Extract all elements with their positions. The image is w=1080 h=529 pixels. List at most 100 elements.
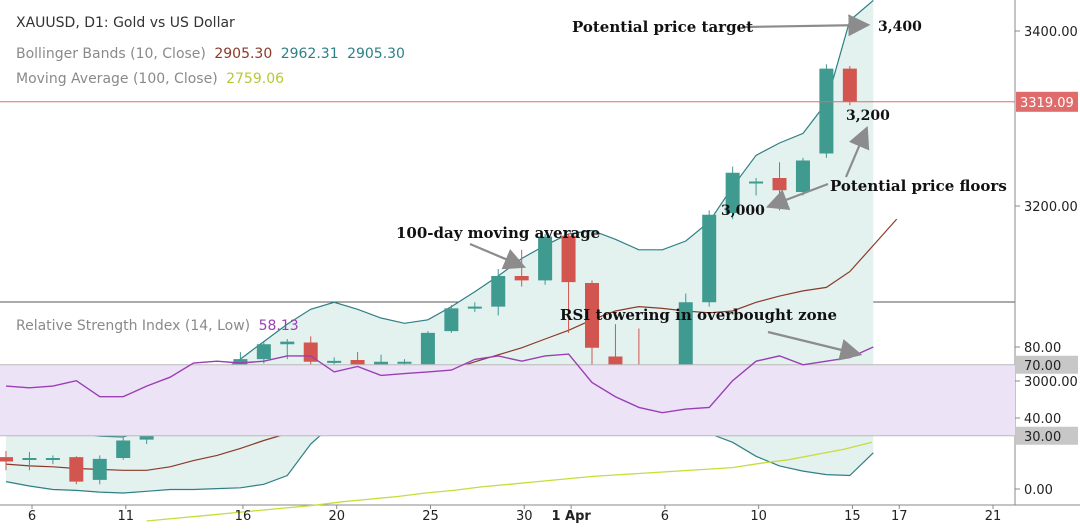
- candle-body: [749, 181, 764, 184]
- candle: [444, 304, 459, 333]
- candle-body: [585, 283, 599, 348]
- time-tick-label: 1 Apr: [551, 509, 591, 524]
- candle: [819, 64, 834, 158]
- candle: [420, 331, 435, 368]
- candle-body: [491, 276, 506, 307]
- rsi-tick-label: 0.00: [1024, 483, 1053, 498]
- rsi-overbought-band: [0, 364, 1015, 436]
- price-tick-label: 3200.00: [1024, 200, 1078, 215]
- time-tick-label: 6: [28, 509, 36, 524]
- candle-body: [819, 68, 834, 154]
- level-3000-annotation: 3,000: [721, 203, 765, 219]
- candle-body: [842, 68, 857, 102]
- time-tick-label: 11: [117, 509, 134, 524]
- candle-body: [280, 341, 295, 345]
- level-3200-annotation: 3,200: [846, 108, 890, 124]
- chart-title: XAUUSD, D1: Gold vs US Dollar: [16, 15, 235, 31]
- candle: [256, 341, 271, 364]
- candle-body: [69, 457, 84, 482]
- arrow-target: [743, 14, 871, 37]
- rsi-legend: Relative Strength Index (14, Low) 58.13: [16, 318, 303, 334]
- ma-annotation: 100-day moving average: [396, 224, 601, 242]
- candle-body: [561, 235, 576, 283]
- candle: [327, 357, 342, 366]
- candle: [92, 455, 107, 485]
- candle-body: [444, 308, 459, 332]
- bollinger-value-1: 2905.30: [214, 46, 273, 62]
- candle-body: [538, 236, 553, 281]
- last-price-label: 3319.09: [1020, 96, 1074, 111]
- candle-body: [45, 458, 60, 460]
- rsi-tick-label: 40.00: [1024, 412, 1061, 427]
- rsi-value: 58.13: [258, 318, 299, 334]
- ma-legend: Moving Average (100, Close) 2759.06: [16, 71, 288, 87]
- time-tick-label: 20: [328, 509, 345, 524]
- candle: [116, 437, 131, 460]
- arrow-ma: [469, 242, 527, 270]
- candle-body: [0, 457, 13, 462]
- bollinger-label: Bollinger Bands (10, Close): [16, 46, 206, 62]
- ma-label: Moving Average (100, Close): [16, 71, 218, 87]
- candle-body: [725, 172, 740, 213]
- time-tick-label: 30: [516, 509, 533, 524]
- rsi-band-badge: [1016, 355, 1078, 374]
- candle: [585, 280, 599, 366]
- candle: [702, 210, 717, 307]
- time-tick-label: 10: [750, 509, 767, 524]
- candle: [467, 302, 482, 312]
- rsi-tick-label: 80.00: [1024, 341, 1061, 356]
- candle-body: [420, 332, 435, 365]
- bollinger-value-3: 2905.30: [347, 46, 405, 62]
- ma-value: 2759.06: [226, 71, 285, 87]
- candle: [795, 157, 810, 196]
- time-tick-label: 21: [985, 509, 1002, 524]
- candle: [22, 451, 37, 471]
- rsi-band-badge: [1016, 426, 1078, 445]
- candle: [0, 451, 13, 471]
- time-tick-label: 25: [422, 509, 439, 524]
- level-3400-annotation: 3,400: [878, 19, 922, 35]
- price-target-annotation: Potential price target: [572, 18, 754, 36]
- time-tick-label: 16: [235, 509, 252, 524]
- candle-body: [327, 360, 342, 363]
- candle: [725, 166, 740, 220]
- time-tick-label: 6: [661, 509, 669, 524]
- candle: [538, 234, 553, 285]
- price-floors-annotation: Potential price floors: [830, 177, 1007, 195]
- candle: [749, 178, 764, 196]
- bollinger-legend: Bollinger Bands (10, Close) 2905.30 2962…: [16, 46, 409, 62]
- candle-body: [256, 344, 271, 360]
- candle: [69, 456, 84, 485]
- candle: [491, 269, 506, 316]
- candle-body: [795, 160, 810, 192]
- candle-body: [22, 458, 37, 460]
- rsi-band-label: 70.00: [1024, 359, 1061, 374]
- arrow-rsi: [767, 330, 863, 361]
- last-price-badge: [1016, 91, 1078, 112]
- rsi-label: Relative Strength Index (14, Low): [16, 318, 251, 334]
- candle: [45, 455, 60, 465]
- arrow-floor-3200: [844, 125, 870, 178]
- candle-body: [303, 342, 318, 362]
- candle: [842, 66, 857, 106]
- price-tick-label: 3400.00: [1024, 25, 1078, 40]
- candle: [561, 234, 576, 333]
- rsi-annotation: RSI towering in overbought zone: [560, 306, 838, 324]
- time-tick-label: 17: [891, 509, 908, 524]
- arrow-floor-3000: [765, 182, 829, 211]
- price-tick-label: 3000.00: [1024, 375, 1078, 390]
- candle-body: [467, 306, 482, 309]
- ma100-line: [146, 441, 873, 522]
- candle-body: [772, 178, 787, 191]
- candle-body: [92, 458, 107, 480]
- candle-body: [116, 440, 131, 458]
- bollinger-value-2: 2962.31: [280, 46, 339, 62]
- time-tick-label: 15: [844, 509, 861, 524]
- candle-body: [397, 361, 412, 364]
- rsi-line: [5, 346, 874, 414]
- candle: [397, 359, 412, 366]
- rsi-band-label: 30.00: [1024, 430, 1061, 445]
- candle-body: [514, 276, 529, 281]
- candle-body: [702, 214, 717, 303]
